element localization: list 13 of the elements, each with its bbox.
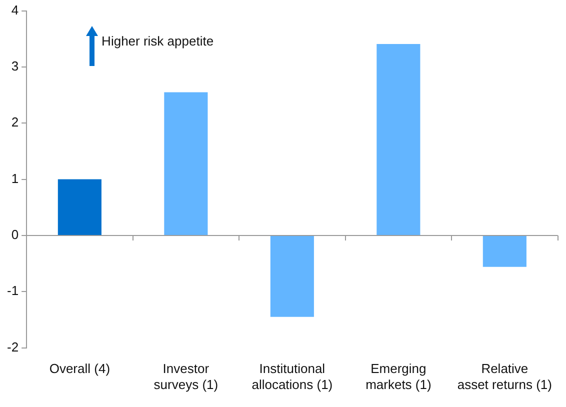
y-tick-label: -1 — [6, 283, 19, 298]
y-tick-label: 4 — [11, 2, 19, 18]
annotation: Higher risk appetite — [102, 33, 214, 48]
y-tick-label: 3 — [11, 58, 19, 74]
y-tick-label: -2 — [6, 339, 19, 354]
y-tick-label: 2 — [11, 114, 19, 130]
y-tick-label: 1 — [11, 170, 19, 186]
y-tick-label: 0 — [11, 227, 19, 242]
x-tick-label: Institutional allocations (1) — [252, 361, 333, 392]
x-tick-label: Investor surveys (1) — [154, 361, 218, 392]
x-tick-label: Overall (4) — [49, 361, 110, 376]
x-tick-label: Relative asset returns (1) — [457, 361, 552, 392]
x-tick-label: Emerging markets (1) — [366, 361, 432, 392]
